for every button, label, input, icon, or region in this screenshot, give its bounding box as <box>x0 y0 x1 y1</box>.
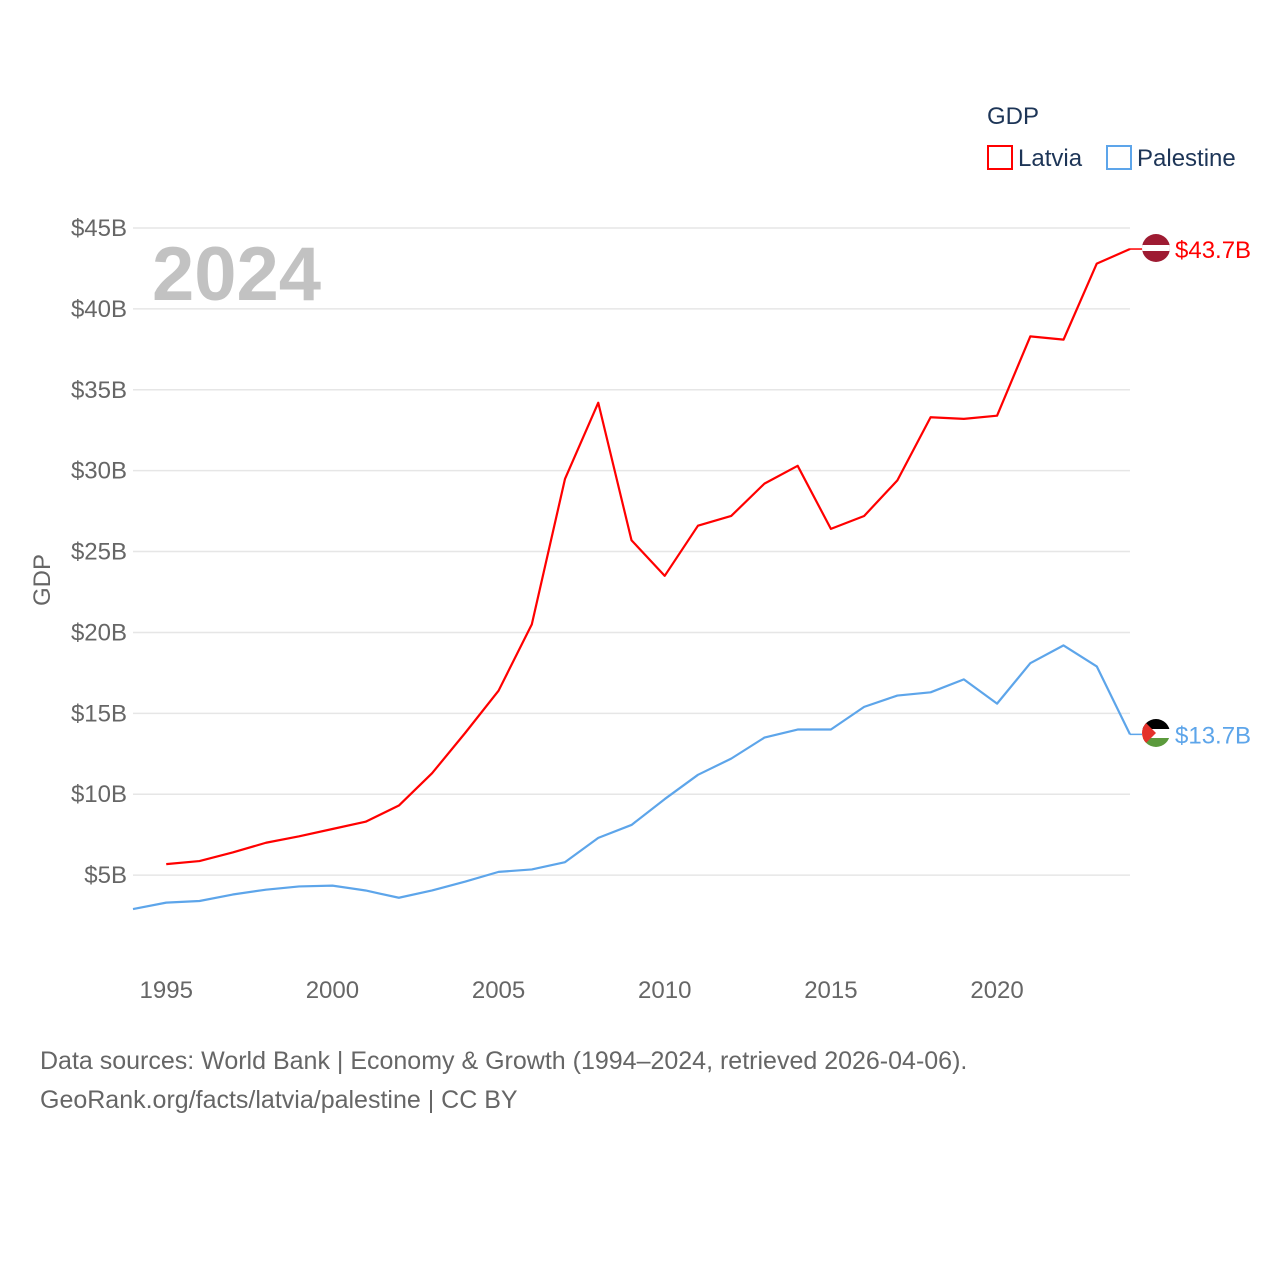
x-tick-label: 2015 <box>804 977 857 1004</box>
palestine-flag-icon <box>1142 719 1170 747</box>
y-tick-label: $15B <box>71 700 127 727</box>
y-axis-ticks: $5B $10B $15B $20B $25B $30B $35B $40B $45B <box>71 215 127 889</box>
attribution-line[interactable]: GeoRank.org/facts/latvia/palestine | CC … <box>40 1086 518 1114</box>
legend-title: GDP <box>987 103 1039 130</box>
year-watermark: 2024 <box>152 232 321 317</box>
legend: GDP Latvia Palestine <box>987 103 1236 172</box>
y-tick-label: $5B <box>84 862 127 889</box>
palestine-end-value-label: $13.7B <box>1175 722 1251 749</box>
y-axis-label: GDP <box>29 554 56 606</box>
x-tick-label: 2005 <box>472 977 525 1004</box>
y-tick-label: $35B <box>71 377 127 404</box>
latvia-flag-icon <box>1142 234 1170 262</box>
end-labels: $43.7B $13.7B <box>1130 237 1251 749</box>
x-tick-label: 1995 <box>140 977 193 1004</box>
y-tick-label: $20B <box>71 619 127 646</box>
latvia-end-value-label: $43.7B <box>1175 237 1251 264</box>
x-tick-label: 2010 <box>638 977 691 1004</box>
x-tick-label: 2000 <box>306 977 359 1004</box>
y-tick-label: $40B <box>71 296 127 323</box>
latvia-series-line <box>166 248 1131 866</box>
source-line: Data sources: World Bank | Economy & Gro… <box>40 1047 968 1075</box>
x-axis-ticks: 1995 2000 2005 2010 2015 2020 <box>140 977 1024 1004</box>
gridlines <box>133 227 1130 876</box>
legend-swatch-palestine[interactable] <box>1106 145 1132 170</box>
y-tick-label: $10B <box>71 781 127 808</box>
data-source-note: Data sources: World Bank | Economy & Gro… <box>40 1042 967 1120</box>
x-tick-label: 2020 <box>970 977 1023 1004</box>
y-tick-label: $30B <box>71 458 127 485</box>
legend-label-palestine[interactable]: Palestine <box>1137 145 1236 172</box>
y-tick-label: $45B <box>71 215 127 242</box>
legend-swatch-latvia[interactable] <box>987 145 1013 170</box>
palestine-series-line <box>132 644 1131 911</box>
y-tick-label: $25B <box>71 539 127 566</box>
legend-label-latvia[interactable]: Latvia <box>1018 145 1083 172</box>
series-lines <box>132 248 1131 911</box>
